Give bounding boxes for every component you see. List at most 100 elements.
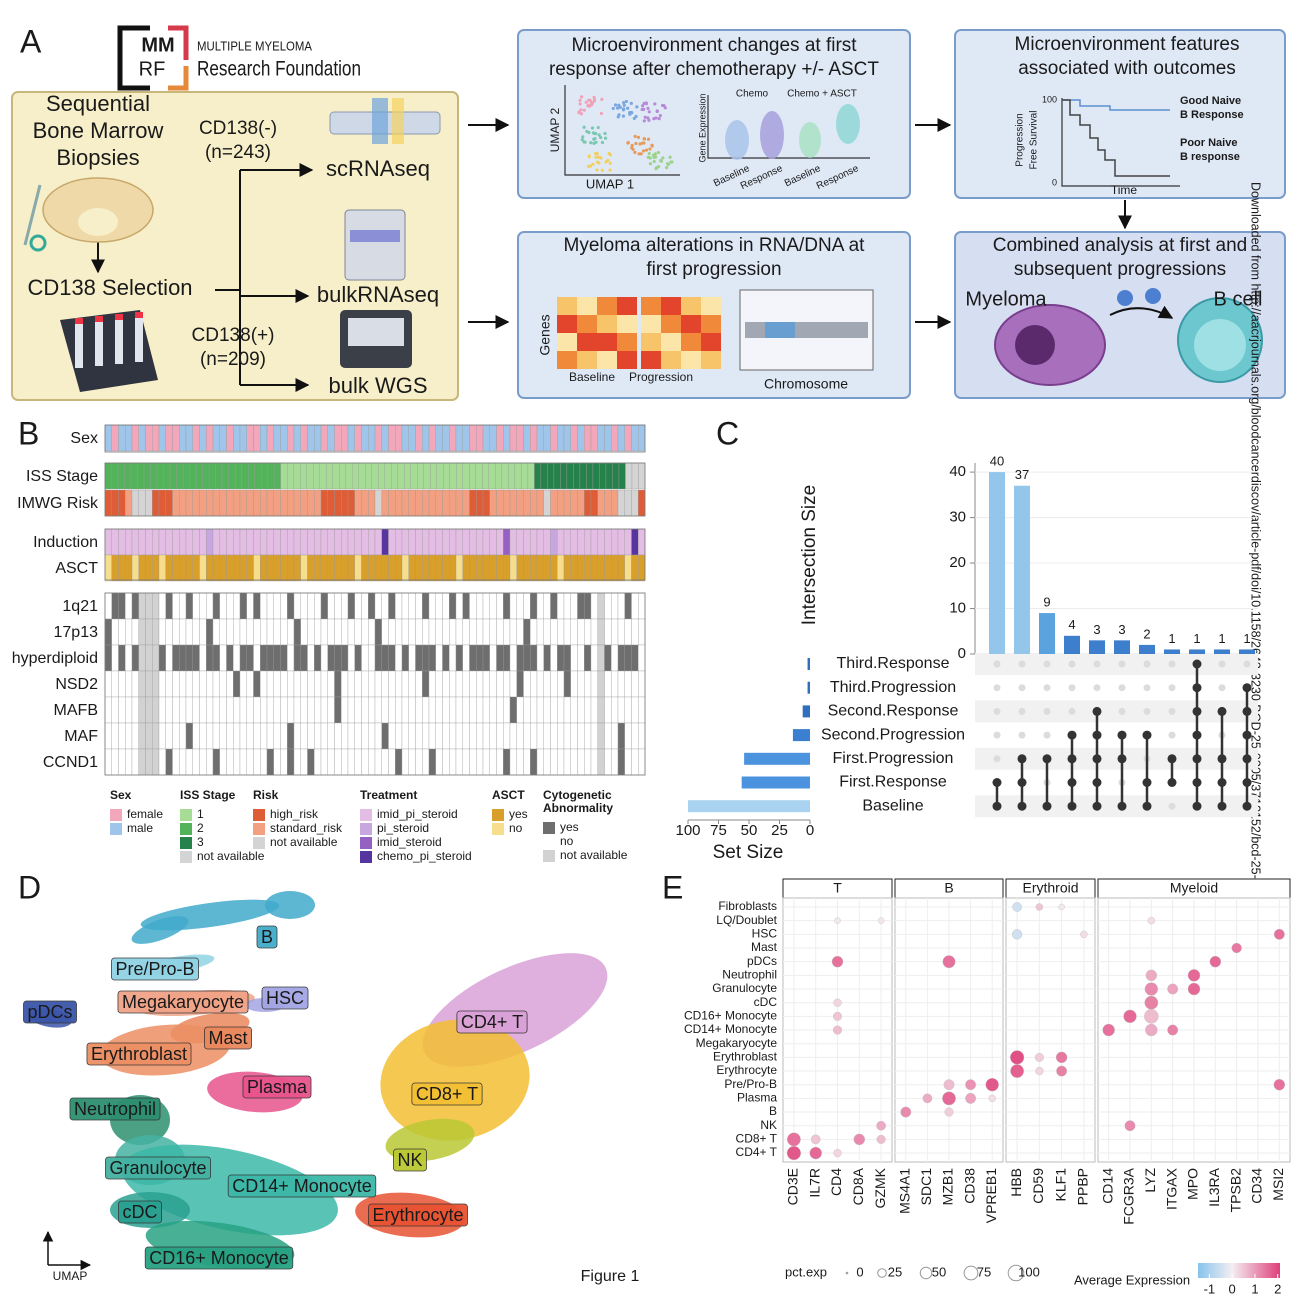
heatmap-cell xyxy=(584,644,592,672)
heatmap-cell xyxy=(118,528,126,556)
expression-dot xyxy=(1145,969,1158,982)
heatmap-cell xyxy=(612,462,620,490)
heatmap-cell xyxy=(374,670,382,698)
cell-type-label: NK xyxy=(760,1118,777,1132)
heatmap-cell xyxy=(563,670,571,698)
cluster-label: cDC xyxy=(123,1202,158,1222)
heatmap-cell xyxy=(327,618,335,646)
mini-heat-cell xyxy=(577,351,597,369)
heatmap-cell xyxy=(435,696,443,724)
heatmap-cell xyxy=(570,592,578,620)
heatmap-cell xyxy=(371,462,379,490)
intersection-bar xyxy=(1239,649,1255,654)
heatmap-cell xyxy=(125,748,133,776)
heatmap-cell xyxy=(435,670,443,698)
size-legend-label: 100 xyxy=(1018,1264,1040,1279)
matrix-dot xyxy=(1143,660,1151,668)
heatmap-cell xyxy=(104,489,112,517)
gene-label: CD3E xyxy=(785,1168,801,1205)
heatmap-cell xyxy=(516,644,524,672)
heatmap-cell xyxy=(509,644,517,672)
matrix-dot xyxy=(1093,684,1101,692)
mini-heat-cell xyxy=(641,351,661,369)
heatmap-cell xyxy=(158,528,166,556)
expression-dot xyxy=(944,1107,954,1117)
heatmap-cell xyxy=(476,424,484,452)
legend-swatch xyxy=(543,836,555,848)
heatmap-cell xyxy=(233,618,241,646)
heatmap-cell xyxy=(246,670,254,698)
heatmap-cell xyxy=(442,644,450,672)
matrix-dot xyxy=(1143,684,1151,692)
heatmap-cell xyxy=(172,696,180,724)
heatmap-cell xyxy=(280,670,288,698)
heatmap-cell xyxy=(118,424,126,452)
heatmap-cell xyxy=(195,462,203,490)
heatmap-cell xyxy=(597,748,605,776)
heatmap-cell xyxy=(145,424,153,452)
heatmap-cell xyxy=(638,644,646,672)
heatmap-cell xyxy=(401,528,409,556)
heatmap-cell xyxy=(577,644,585,672)
mini-heat-cell xyxy=(641,333,661,351)
umap-dot xyxy=(622,107,626,111)
umap-dot xyxy=(638,142,642,146)
umap-dot xyxy=(599,156,603,160)
heatmap-cell xyxy=(341,528,349,556)
heatmap-cell xyxy=(563,696,571,724)
violin-icons xyxy=(707,95,870,160)
matrix-member xyxy=(1092,778,1102,787)
expression-dot xyxy=(1080,930,1088,939)
matrix-dot xyxy=(1118,684,1126,692)
heatmap-cell xyxy=(475,462,483,490)
heatmap-cell xyxy=(557,554,565,582)
heatmap-cell xyxy=(617,554,625,582)
heatmap-cell xyxy=(219,528,227,556)
heatmap-cell xyxy=(131,618,139,646)
heatmap-cell xyxy=(233,424,241,452)
expression-dot xyxy=(965,1092,977,1104)
heatmap-cell xyxy=(617,618,625,646)
heatmap-cell xyxy=(307,554,315,582)
legend-label: not available xyxy=(270,835,338,849)
heatmap-cell xyxy=(462,528,470,556)
heatmap-cell xyxy=(435,528,443,556)
heatmap-cell xyxy=(577,592,585,620)
heatmap-cell xyxy=(219,592,227,620)
heatmap-cell xyxy=(368,696,376,724)
heatmap-cell xyxy=(239,748,247,776)
heatmap-cell xyxy=(428,722,436,750)
heatmap-cell xyxy=(352,462,359,490)
heatmap-cell xyxy=(422,748,430,776)
heatmap-cell xyxy=(482,528,490,556)
umap-dot xyxy=(621,114,626,118)
heatmap-cell xyxy=(192,696,200,724)
set-label: Baseline xyxy=(862,797,923,814)
heatmap-cell xyxy=(611,722,619,750)
heatmap-cell xyxy=(422,696,430,724)
umap-dot xyxy=(615,106,620,110)
heatmap-cell xyxy=(334,618,342,646)
matrix-member xyxy=(1142,778,1152,787)
expression-dot xyxy=(965,1079,977,1091)
heatmap-cell xyxy=(374,554,382,582)
heatmap-cell xyxy=(462,592,470,620)
heatmap-cell xyxy=(347,670,355,698)
cell-type-label: CD8+ T xyxy=(736,1132,778,1146)
heatmap-cell xyxy=(347,722,355,750)
umap-dot xyxy=(597,133,601,137)
heatmap-cell xyxy=(361,424,369,452)
legend-swatch xyxy=(253,837,265,849)
heatmap-cell xyxy=(435,618,443,646)
heatmap-cell xyxy=(145,592,153,620)
cluster-label: Mast xyxy=(208,1028,247,1048)
heatmap-cell xyxy=(314,424,322,452)
heatmap-cell xyxy=(435,748,443,776)
heatmap-cell xyxy=(509,424,517,452)
heatmap-cell xyxy=(165,644,173,672)
umap-dot xyxy=(647,110,651,114)
heatmap-cell xyxy=(111,424,119,452)
heatmap-cell xyxy=(489,722,497,750)
heatmap-cell xyxy=(523,592,531,620)
matrix-member xyxy=(1192,730,1202,740)
